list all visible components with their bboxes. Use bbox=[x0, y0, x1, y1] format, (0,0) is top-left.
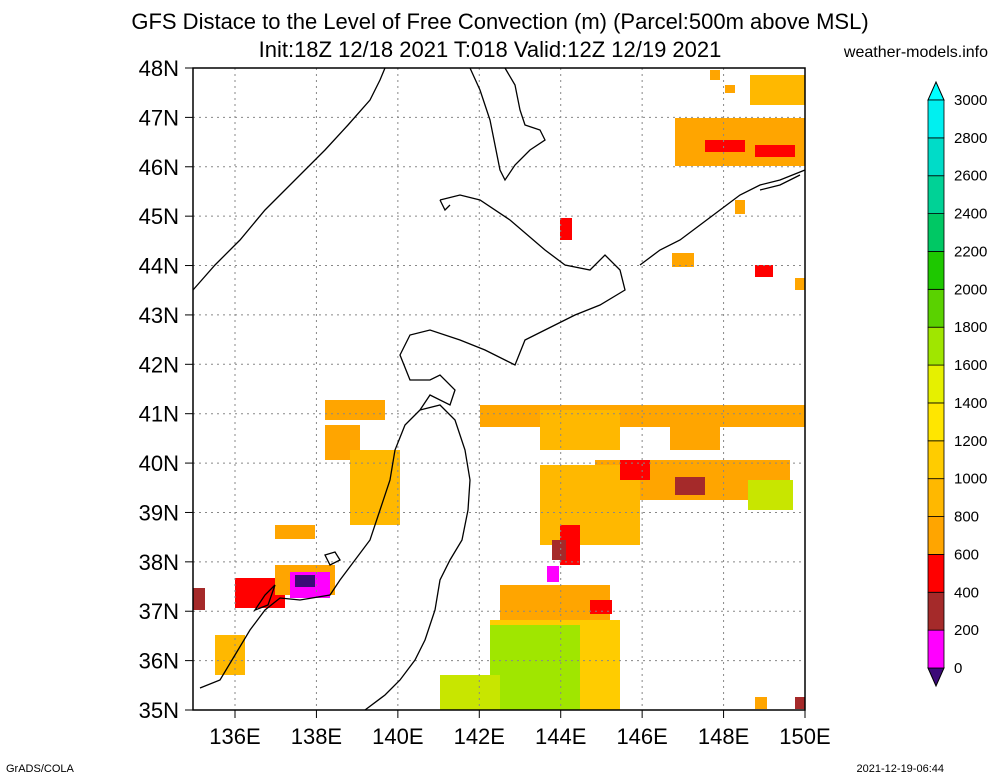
colorbar: 0 200 400 600 800 1000 1200 1400 1600 1800 2000 220… bbox=[927, 80, 987, 688]
lon-label: 144E bbox=[535, 724, 586, 749]
map-frame bbox=[192, 67, 806, 711]
lfc-field bbox=[193, 70, 805, 710]
colorbar-swatch bbox=[927, 213, 945, 252]
lat-label: 44N bbox=[139, 254, 179, 279]
lon-label: 146E bbox=[616, 724, 667, 749]
colorbar-label: 800 bbox=[954, 509, 979, 526]
lat-label: 45N bbox=[139, 204, 179, 229]
colorbar-swatch bbox=[927, 326, 945, 366]
colorbar-label: 1000 bbox=[954, 471, 987, 488]
colorbar-label: 1600 bbox=[954, 357, 987, 374]
lat-label: 40N bbox=[139, 451, 179, 476]
footer-credit: GrADS/COLA bbox=[6, 763, 74, 775]
colorbar-label: 2400 bbox=[954, 206, 987, 223]
colorbar-label: 400 bbox=[954, 584, 979, 601]
lat-label: 39N bbox=[139, 500, 179, 525]
colorbar-label: 200 bbox=[954, 622, 979, 639]
colorbar-label: 1200 bbox=[954, 433, 987, 450]
colorbar-swatch bbox=[927, 402, 945, 442]
colorbar-label: 1400 bbox=[954, 395, 987, 412]
colorbar-label: 0 bbox=[954, 660, 962, 677]
colorbar-label: 600 bbox=[954, 546, 979, 563]
coastline bbox=[192, 67, 806, 711]
colorbar-swatch bbox=[927, 591, 945, 631]
site-watermark: weather-models.info bbox=[843, 44, 988, 61]
lat-label: 41N bbox=[139, 402, 179, 427]
lat-label: 48N bbox=[139, 56, 179, 81]
colorbar-swatch bbox=[927, 478, 945, 517]
colorbar-swatch bbox=[927, 137, 945, 177]
lat-label: 36N bbox=[139, 649, 179, 674]
latitude-labels: 48N 47N 46N 45N 44N 43N 42N 41N 40N 39N 38N 37N 36N 3… bbox=[139, 56, 193, 723]
footer-timestamp: 2021-12-19-06:44 bbox=[856, 763, 944, 775]
lat-label: 46N bbox=[139, 155, 179, 180]
colorbar-swatch bbox=[927, 175, 945, 215]
chart-title: GFS Distace to the Level of Free Convect… bbox=[131, 9, 869, 34]
colorbar-swatch bbox=[927, 288, 945, 328]
colorbar-label: 1800 bbox=[954, 319, 987, 336]
lat-label: 47N bbox=[139, 105, 179, 130]
chart-subtitle: Init:18Z 12/18 2021 T:018 Valid:12Z 12/1… bbox=[258, 37, 722, 62]
graticule bbox=[193, 68, 805, 710]
colorbar-swatch bbox=[927, 99, 945, 139]
lat-label: 42N bbox=[139, 352, 179, 377]
lon-label: 136E bbox=[209, 724, 260, 749]
lat-label: 38N bbox=[139, 550, 179, 575]
lat-label: 35N bbox=[139, 698, 179, 723]
colorbar-swatch bbox=[927, 364, 945, 404]
lon-label: 148E bbox=[698, 724, 749, 749]
colorbar-swatch bbox=[927, 629, 945, 669]
lon-label: 138E bbox=[291, 724, 342, 749]
lat-label: 37N bbox=[139, 599, 179, 624]
colorbar-swatch bbox=[927, 554, 945, 593]
colorbar-label: 2600 bbox=[954, 168, 987, 185]
lat-label: 43N bbox=[139, 303, 179, 328]
colorbar-label: 2000 bbox=[954, 281, 987, 298]
colorbar-label: 2800 bbox=[954, 130, 987, 147]
colorbar-swatch bbox=[927, 440, 945, 480]
lon-label: 150E bbox=[779, 724, 830, 749]
longitude-labels: 136E 138E 140E 142E 144E 146E 148E 150E bbox=[209, 710, 831, 749]
colorbar-swatch bbox=[927, 516, 945, 555]
lon-label: 142E bbox=[454, 724, 505, 749]
colorbar-swatch bbox=[927, 251, 945, 290]
lon-label: 140E bbox=[372, 724, 423, 749]
colorbar-label: 2200 bbox=[954, 243, 987, 260]
colorbar-label: 3000 bbox=[954, 92, 987, 109]
